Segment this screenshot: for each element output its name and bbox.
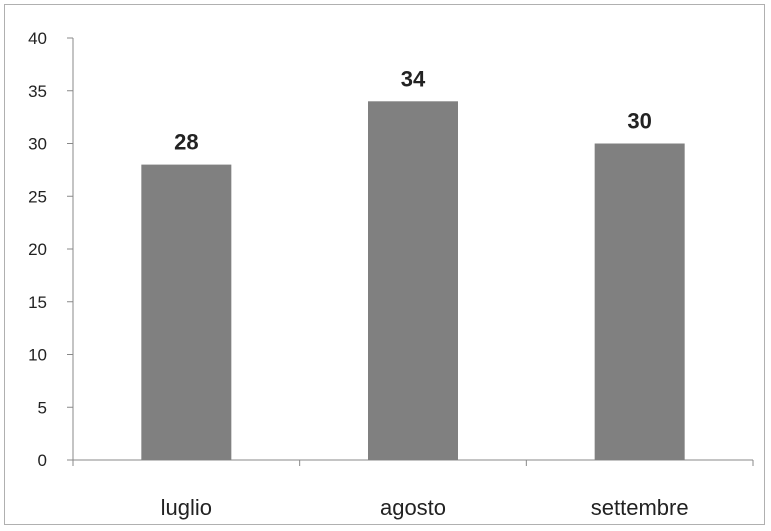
- data-label-luglio: 28: [174, 130, 198, 155]
- y-tick-label: 15: [28, 293, 47, 312]
- y-tick-label: 35: [28, 82, 47, 101]
- bar-settembre: [594, 143, 685, 460]
- category-label-settembre: settembre: [591, 495, 689, 520]
- y-tick-label: 5: [38, 398, 47, 417]
- y-tick-label: 10: [28, 346, 47, 365]
- y-tick-label: 40: [28, 29, 47, 48]
- bar-luglio: [141, 164, 232, 460]
- data-label-settembre: 30: [627, 109, 651, 134]
- y-tick-label: 0: [38, 451, 47, 470]
- data-label-agosto: 34: [401, 66, 426, 91]
- y-tick-label: 25: [28, 187, 47, 206]
- category-label-luglio: luglio: [161, 495, 212, 520]
- y-tick-label: 30: [28, 135, 47, 154]
- category-label-agosto: agosto: [380, 495, 446, 520]
- y-tick-label: 20: [28, 240, 47, 259]
- bar-agosto: [368, 101, 458, 461]
